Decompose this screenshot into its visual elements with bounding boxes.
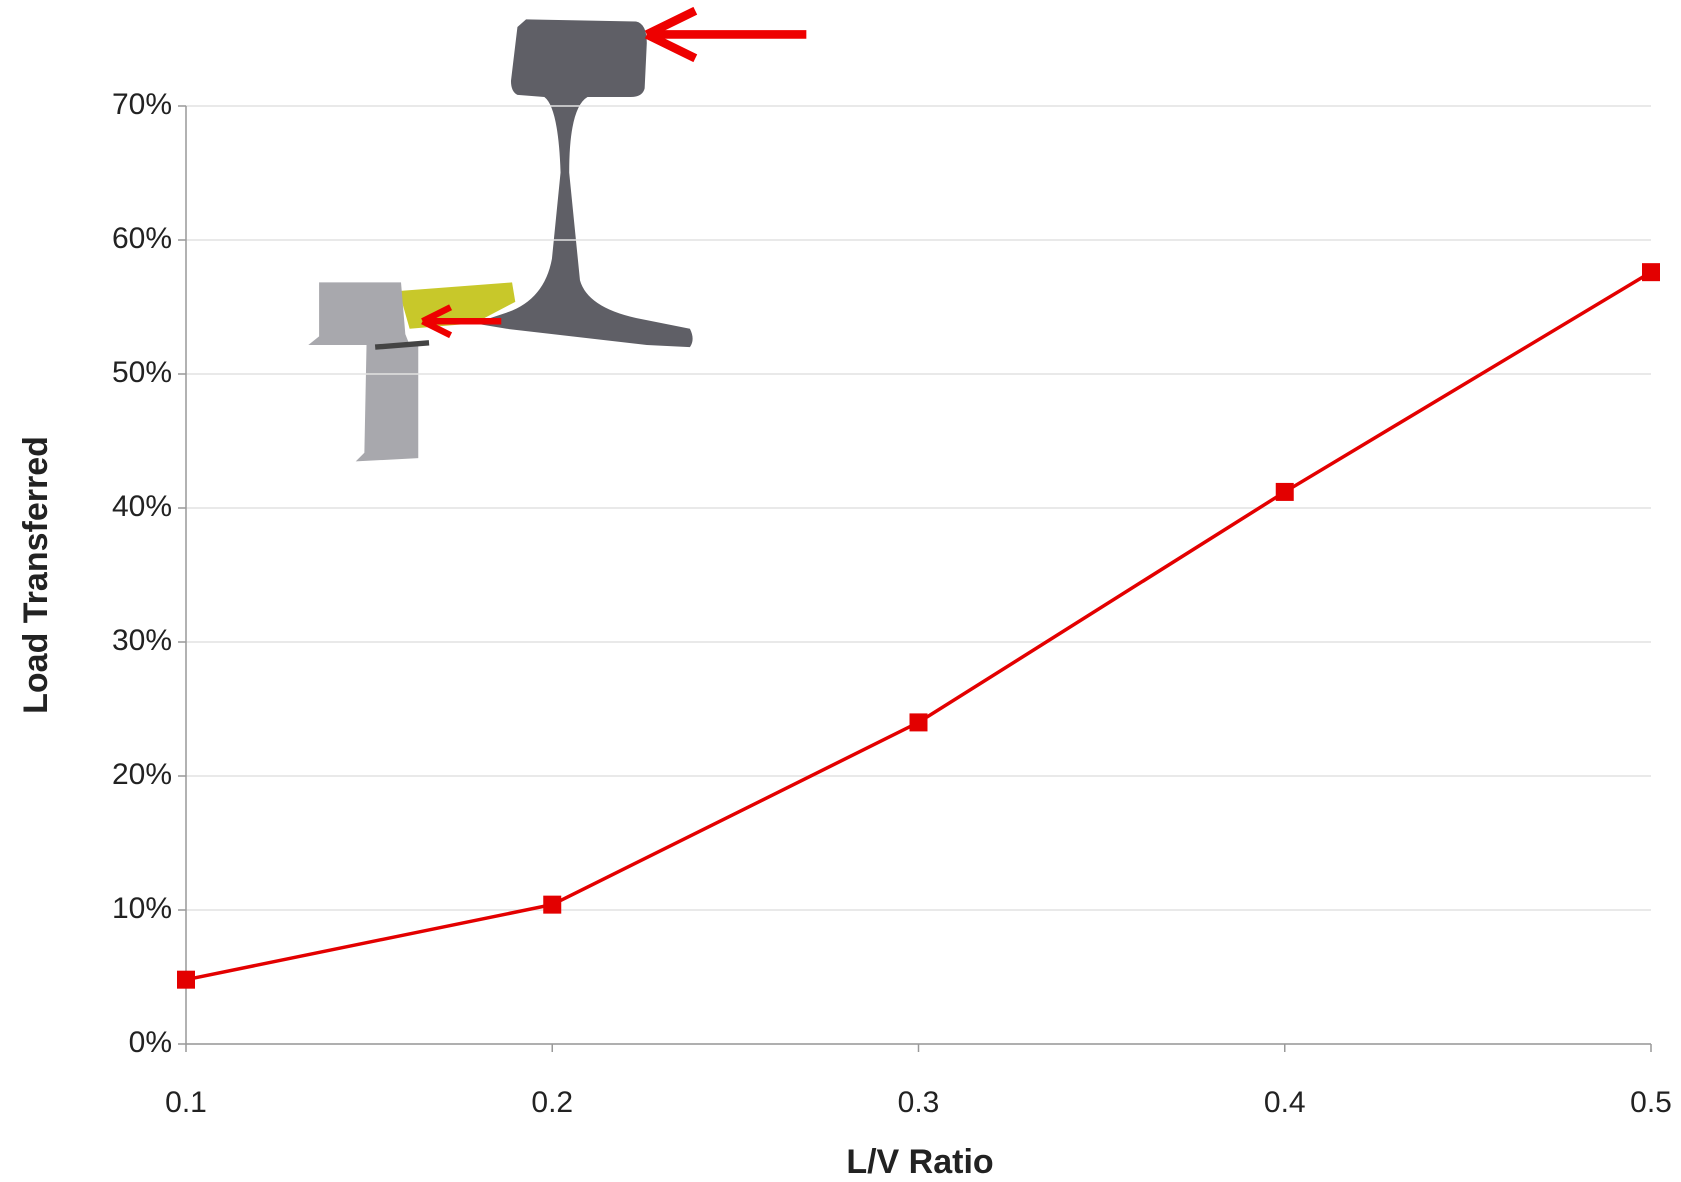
x-tick-label: 0.3	[898, 1086, 940, 1119]
marker	[1642, 263, 1660, 281]
y-tick-label: 20%	[112, 758, 172, 791]
x-tick-label: 0.2	[531, 1086, 573, 1119]
marker	[1276, 483, 1294, 501]
y-tick-label: 60%	[112, 222, 172, 255]
y-tick-label: 50%	[112, 356, 172, 389]
chart: L/V Ratio Load Transferred 0% 10% 20% 30% 40…	[0, 0, 1681, 1182]
rail-illustration	[308, 11, 806, 462]
x-tick-label: 0.1	[165, 1086, 207, 1119]
y-tick-label: 30%	[112, 624, 172, 657]
marker	[543, 896, 561, 914]
marker	[177, 971, 195, 989]
y-tick-label: 10%	[112, 892, 172, 925]
x-axis-title: L/V Ratio	[846, 1143, 993, 1181]
shoulder	[308, 282, 418, 461]
x-tick-label: 0.5	[1630, 1086, 1672, 1119]
y-tick-label: 70%	[112, 88, 172, 121]
marker	[910, 713, 928, 731]
y-tick-label: 40%	[112, 490, 172, 523]
y-axis-title: Load Transferred	[17, 436, 55, 714]
x-tick-label: 0.4	[1264, 1086, 1306, 1119]
y-tick-label: 0%	[129, 1026, 172, 1059]
